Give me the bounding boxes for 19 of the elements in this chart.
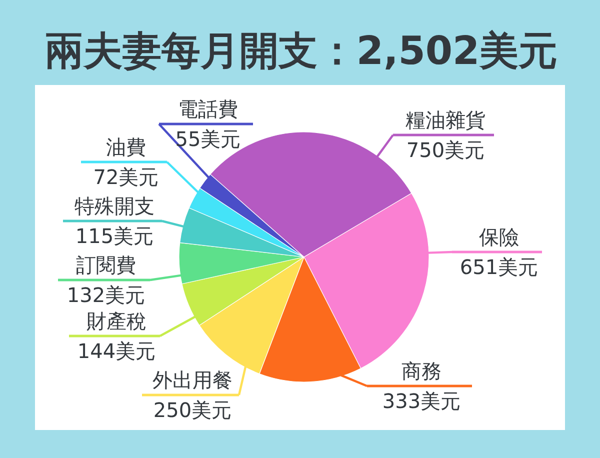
slice-label: 油費 <box>106 135 146 159</box>
slice-label: 外出用餐 <box>152 368 232 392</box>
data-label: 72美元 <box>93 165 159 189</box>
slice-label: 商務 <box>402 359 442 383</box>
data-label: 55美元 <box>175 127 241 151</box>
data-label: 651美元 <box>460 255 538 279</box>
slice-label: 保險 <box>479 225 519 249</box>
data-label: 333美元 <box>382 389 461 413</box>
data-label: 132美元 <box>66 283 146 307</box>
slice-label: 訂閱費 <box>76 253 136 277</box>
data-label: 750美元 <box>406 138 485 162</box>
slice-label: 特殊開支 <box>74 194 154 218</box>
data-label: 250美元 <box>153 398 232 422</box>
slice-label: 糧油雜貨 <box>406 108 486 132</box>
data-label: 144美元 <box>77 339 156 363</box>
chart-title: 兩夫妻每月開支：2,502美元 <box>44 29 558 74</box>
data-label: 115美元 <box>75 224 154 248</box>
slice-label: 財產稅 <box>86 309 146 333</box>
slice-label: 電話費 <box>178 97 238 121</box>
